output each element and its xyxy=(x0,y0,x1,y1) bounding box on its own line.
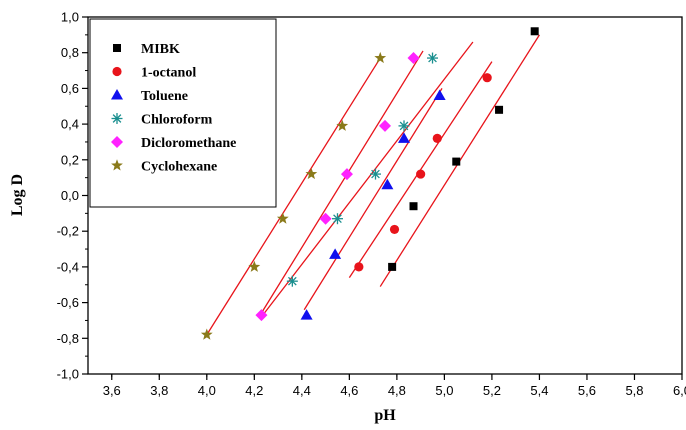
point-chloroform xyxy=(369,168,381,180)
point-cyclohexane xyxy=(336,119,349,131)
legend-marker-1-octanol xyxy=(112,66,122,77)
point-cyclohexane xyxy=(374,51,387,64)
point-dicloromethane xyxy=(379,119,391,132)
fit-line-toluene xyxy=(303,88,443,311)
point-cyclohexane xyxy=(305,167,318,180)
legend-item-cyclohexane: Cyclohexane xyxy=(111,159,217,175)
data-points xyxy=(200,27,539,340)
x-tick-label: 3,6 xyxy=(103,383,121,398)
point-mibk xyxy=(388,262,397,271)
x-axis-label: pH xyxy=(374,407,396,424)
point-1-octanol xyxy=(354,262,364,272)
fit-lines xyxy=(206,34,540,336)
y-axis-label: Log D xyxy=(9,174,26,216)
point-chloroform xyxy=(427,52,439,64)
point-dicloromethane xyxy=(407,52,420,65)
y-tick-label: -0,6 xyxy=(57,295,79,310)
point-mibk xyxy=(530,27,539,36)
x-tick-label: 5,2 xyxy=(483,383,501,398)
legend-marker-chloroform xyxy=(111,113,123,124)
legend-item-dicloromethane: Dicloromethane xyxy=(111,136,236,151)
point-mibk xyxy=(409,202,418,211)
legend-item-1-octanol: 1-octanol xyxy=(112,66,196,81)
x-tick-label: 5,8 xyxy=(625,383,643,398)
point-dicloromethane xyxy=(340,168,353,181)
point-dicloromethane xyxy=(255,309,268,322)
x-tick-label: 4,0 xyxy=(198,383,216,398)
legend-label: 1-octanol xyxy=(141,66,196,81)
x-tick-label: 6,0 xyxy=(673,383,686,398)
y-tick-label: 0,0 xyxy=(61,188,79,203)
legend-label: Chloroform xyxy=(141,113,213,128)
y-tick-label: 0,2 xyxy=(61,152,79,167)
y-tick-label: 0,4 xyxy=(61,117,79,132)
fit-line-dicloromethane xyxy=(258,50,424,318)
x-tick-label: 4,4 xyxy=(293,383,311,398)
point-1-octanol xyxy=(432,133,442,143)
point-toluene xyxy=(433,89,446,101)
legend-label: Toluene xyxy=(141,89,188,104)
x-tick-label: 5,6 xyxy=(578,383,596,398)
legend-label: MIBK xyxy=(141,42,180,57)
point-toluene xyxy=(300,309,313,320)
point-cyclohexane xyxy=(276,212,289,224)
legend-marker-toluene xyxy=(111,89,123,100)
x-tick-label: 4,8 xyxy=(388,383,406,398)
point-mibk xyxy=(452,157,461,166)
point-dicloromethane xyxy=(319,212,332,225)
y-tick-label: -0,4 xyxy=(57,259,79,274)
legend-marker-dicloromethane xyxy=(111,136,123,148)
legend-label: Cyclohexane xyxy=(141,160,217,175)
y-tick-label: 0,8 xyxy=(61,45,79,60)
y-tick-label: 1,0 xyxy=(61,10,79,25)
y-tick-label: 0,6 xyxy=(61,81,79,96)
point-cyclohexane xyxy=(248,260,261,272)
point-1-octanol xyxy=(416,169,426,179)
y-tick-label: -0,2 xyxy=(57,224,79,239)
point-toluene xyxy=(329,248,342,259)
fit-line-chloroform xyxy=(260,41,474,318)
legend-marker-mibk xyxy=(113,44,121,52)
point-toluene xyxy=(381,178,394,190)
point-chloroform xyxy=(398,120,410,132)
legend-item-chloroform: Chloroform xyxy=(111,113,213,128)
point-chloroform xyxy=(286,275,298,287)
x-tick-label: 3,8 xyxy=(150,383,168,398)
legend-label: Dicloromethane xyxy=(141,136,236,151)
fit-line-cyclohexane xyxy=(206,57,381,336)
point-mibk xyxy=(495,105,504,114)
point-cyclohexane xyxy=(200,328,213,340)
y-axis-ticks: -1,0 -0,8 -0,6 -0,4 -0,2 0,0 0,2 0,4 0,6 0,8 1,0 xyxy=(57,10,88,382)
x-tick-label: 5,0 xyxy=(435,383,453,398)
legend-item-mibk: MIBK xyxy=(113,42,180,57)
y-tick-label: -0,8 xyxy=(57,331,79,346)
x-tick-label: 5,4 xyxy=(530,383,548,398)
y-tick-label: -1,0 xyxy=(57,367,79,382)
legend-marker-cyclohexane xyxy=(111,159,123,171)
point-chloroform xyxy=(331,213,343,225)
legend-item-toluene: Toluene xyxy=(111,89,188,104)
x-tick-label: 4,6 xyxy=(340,383,358,398)
x-tick-label: 4,2 xyxy=(245,383,263,398)
legend: MIBK 1-octanol Toluene Chloroform Dicloromet… xyxy=(89,18,277,208)
point-1-octanol xyxy=(389,224,400,235)
point-1-octanol xyxy=(482,73,492,83)
point-toluene xyxy=(398,132,411,143)
x-axis-ticks: 3,6 3,8 4,0 4,2 4,4 4,6 4,8 5,0 5,2 5,4 5,6 5,8 6,0 xyxy=(103,374,686,398)
